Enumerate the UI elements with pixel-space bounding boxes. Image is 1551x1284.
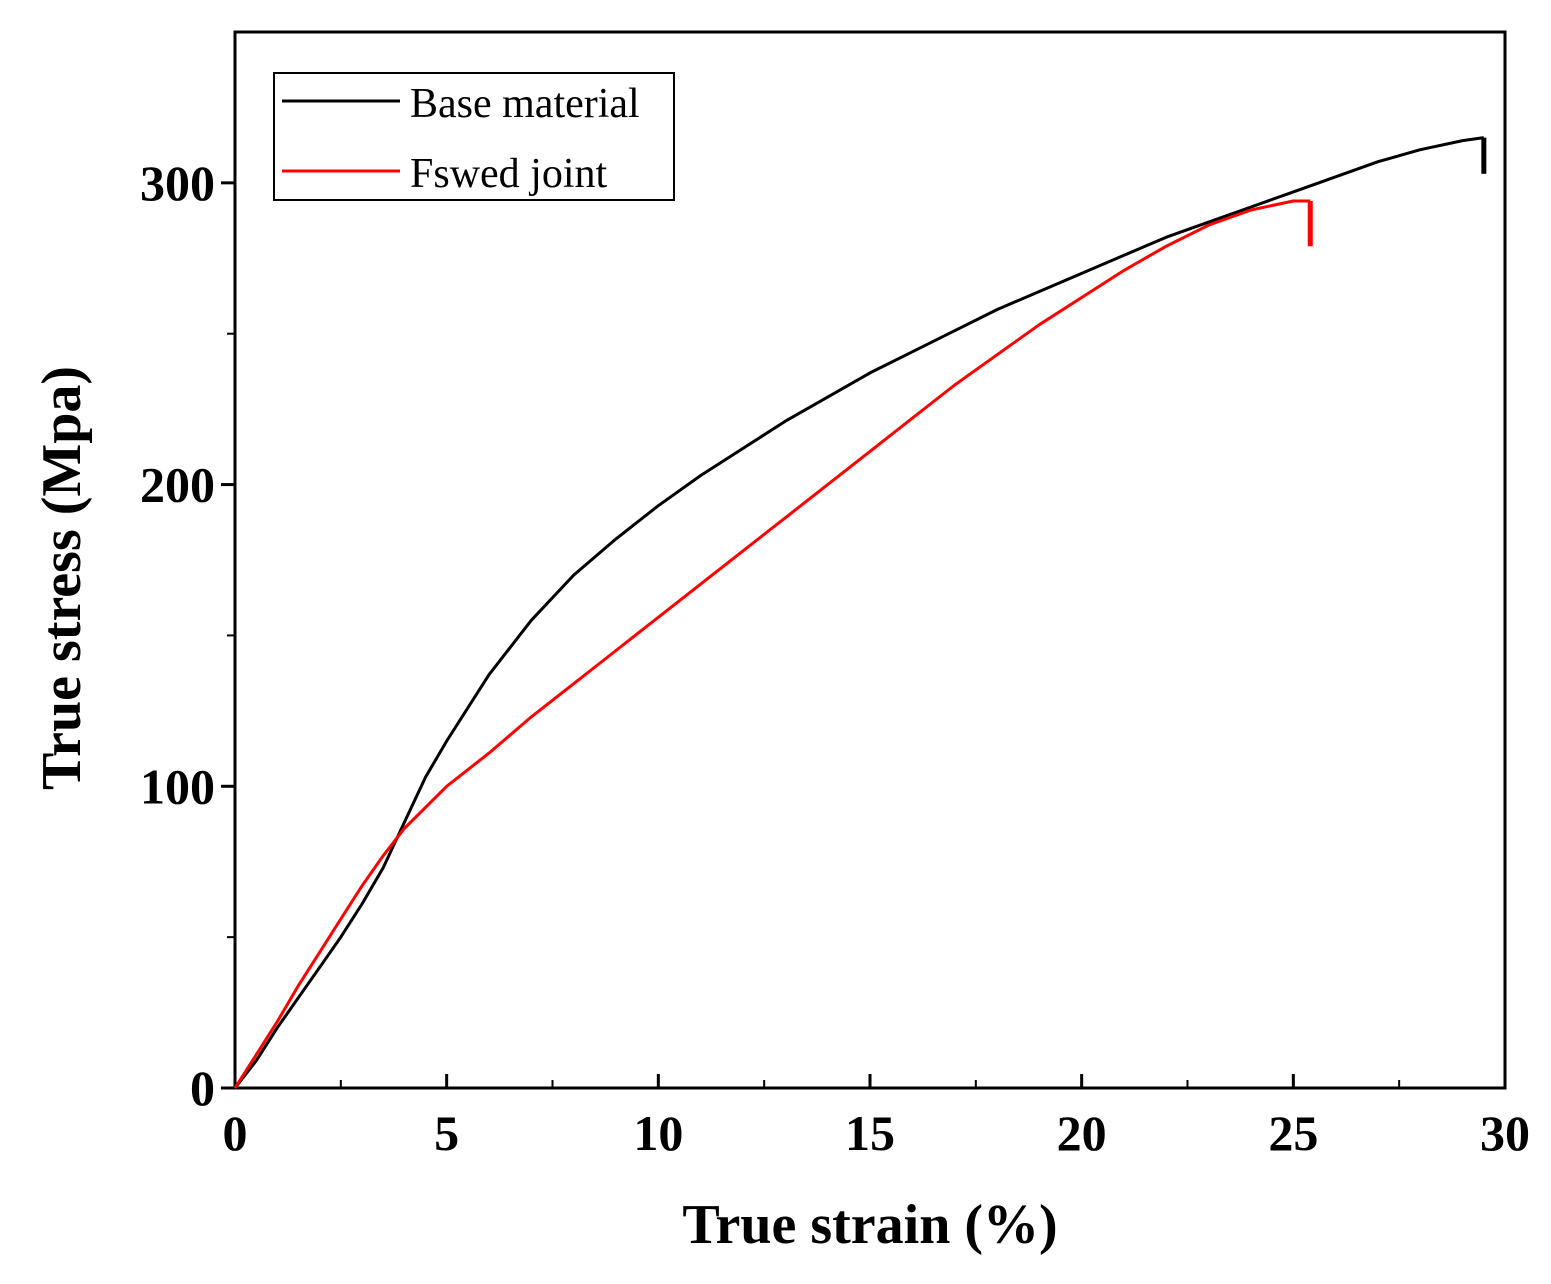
legend: Base material Fswed joint xyxy=(273,72,675,201)
y-axis-title: True stress (Mpa) xyxy=(31,366,93,790)
minor-ticks xyxy=(227,332,1401,1088)
x-tick-label: 0 xyxy=(223,1105,248,1161)
y-tick-label: 300 xyxy=(140,155,215,211)
x-tick-label: 20 xyxy=(1057,1105,1107,1161)
series-lines xyxy=(233,136,1487,1089)
legend-label-fswed-joint: Fswed joint xyxy=(410,151,608,197)
x-tick-label: 25 xyxy=(1268,1105,1318,1161)
y-tick-label: 0 xyxy=(190,1060,215,1116)
x-tick-label: 5 xyxy=(434,1105,459,1161)
x-tick-label: 15 xyxy=(845,1105,895,1161)
series-line-base-material xyxy=(233,136,1485,1089)
legend-label-base-material: Base material xyxy=(410,81,640,127)
legend-box xyxy=(273,72,675,201)
x-tick-labels: 0 5 10 15 20 25 30 xyxy=(223,1105,1531,1161)
y-tick-labels: 0 100 200 300 xyxy=(140,155,215,1116)
y-tick-label: 100 xyxy=(140,758,215,814)
major-ticks xyxy=(221,181,1507,1090)
x-tick-label: 10 xyxy=(633,1105,683,1161)
series-line-fswed-joint xyxy=(233,199,1311,1089)
y-tick-label: 200 xyxy=(140,457,215,513)
x-axis-title: True strain (%) xyxy=(682,1194,1057,1256)
x-tick-label: 30 xyxy=(1480,1105,1530,1161)
